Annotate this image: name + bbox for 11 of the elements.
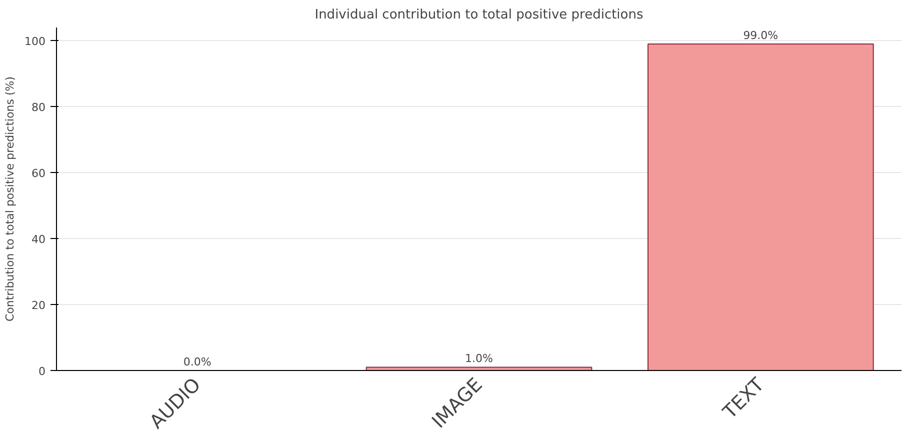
y-tick-label: 0 — [38, 365, 46, 378]
y-tick-label: 100 — [24, 35, 46, 48]
y-tick-label: 20 — [32, 299, 46, 312]
data-label: 0.0% — [183, 356, 212, 368]
data-label: 99.0% — [743, 28, 778, 42]
y-axis-title: Contribution to total positive predictions (%) — [4, 76, 17, 322]
chart-title: Individual contribution to total positive predictions — [314, 8, 644, 22]
data-label: 1.0% — [465, 352, 493, 366]
y-tick-label: 60 — [32, 167, 46, 180]
y-tick-label: 40 — [32, 233, 46, 246]
y-tick-label: 80 — [32, 101, 46, 114]
